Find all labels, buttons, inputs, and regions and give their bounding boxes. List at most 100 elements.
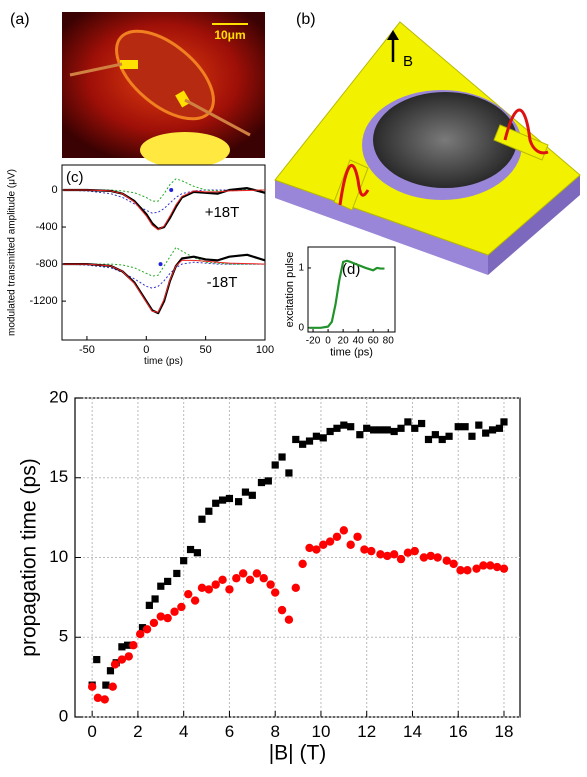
y-tick-label: 5 — [59, 627, 68, 646]
marker — [93, 656, 100, 663]
page: 10μm (a) B (b) -500501000-400-800-1200ti… — [0, 0, 587, 777]
marker — [500, 564, 508, 572]
marker — [433, 553, 441, 561]
marker — [205, 585, 213, 593]
figure: 10μm (a) B (b) -500501000-400-800-1200ti… — [0, 0, 587, 777]
marker — [177, 603, 185, 611]
marker — [340, 422, 347, 429]
x-axis-label: time (ps) — [330, 347, 373, 359]
y-tick-label: 0 — [51, 184, 57, 196]
plot-frame — [75, 398, 520, 717]
x-tick-label: 100 — [256, 344, 274, 356]
marker — [101, 695, 109, 703]
marker — [404, 418, 411, 425]
marker — [146, 602, 153, 609]
micrograph: 10μm — [62, 12, 265, 168]
marker — [298, 560, 306, 568]
y-tick-label: 0 — [298, 322, 304, 333]
marker — [278, 453, 285, 460]
marker — [299, 441, 306, 448]
marker — [418, 420, 425, 427]
marker — [312, 545, 320, 553]
y-tick-label: 20 — [49, 387, 68, 406]
x-tick-label: 20 — [338, 336, 350, 347]
marker — [102, 682, 109, 689]
marker — [482, 429, 489, 436]
marker — [411, 425, 418, 432]
x-tick-label: 40 — [353, 336, 365, 347]
y-axis-label: propagation time (ps) — [18, 458, 41, 656]
marker — [363, 425, 370, 432]
marker — [356, 431, 363, 438]
y-tick-label: 1 — [298, 263, 304, 274]
marker — [225, 585, 233, 593]
x-tick-label: 60 — [368, 336, 380, 347]
marker — [346, 541, 354, 549]
plot-frame — [308, 247, 395, 332]
marker — [232, 574, 240, 582]
panel-label: (b) — [296, 11, 316, 28]
marker — [265, 477, 272, 484]
x-tick-label: 0 — [325, 336, 331, 347]
marker — [411, 547, 419, 555]
marker — [285, 616, 293, 624]
device-sketch: B — [275, 22, 580, 275]
marker — [278, 606, 286, 614]
marker — [340, 526, 348, 534]
marker — [425, 436, 432, 443]
marker — [107, 667, 114, 674]
marker — [246, 576, 254, 584]
x-tick-label: 18 — [495, 722, 514, 741]
marker — [249, 492, 256, 499]
marker — [191, 596, 199, 604]
marker — [111, 660, 119, 668]
marker — [143, 625, 151, 633]
x-tick-label: 14 — [403, 722, 422, 741]
marker — [333, 425, 340, 432]
marker — [326, 537, 334, 545]
marker — [500, 418, 507, 425]
panel-label: (a) — [10, 11, 30, 28]
marker — [432, 431, 439, 438]
marker — [218, 576, 226, 584]
marker — [170, 608, 178, 616]
panel-label: (c) — [66, 169, 84, 186]
marker — [391, 428, 398, 435]
marker — [475, 422, 482, 429]
x-tick-label: 8 — [270, 722, 279, 741]
marker — [235, 498, 242, 505]
marker — [445, 433, 452, 440]
x-axis-label: |B| (T) — [269, 741, 327, 764]
x-tick-label: 16 — [449, 722, 468, 741]
marker — [292, 584, 300, 592]
y-tick-label: -1200 — [29, 295, 57, 307]
marker — [468, 433, 475, 440]
marker — [496, 425, 503, 432]
marker — [353, 533, 361, 541]
marker — [136, 630, 144, 638]
marker — [219, 496, 226, 503]
x-tick-label: 0 — [87, 722, 96, 741]
marker — [150, 619, 158, 627]
y-tick-label: 10 — [49, 547, 68, 566]
annotation: -18T — [207, 274, 238, 291]
marker — [163, 614, 171, 622]
marker — [461, 423, 468, 430]
marker — [129, 641, 137, 649]
marker — [463, 566, 471, 574]
marker — [173, 570, 180, 577]
marker — [239, 569, 247, 577]
annotation: +18T — [205, 204, 240, 221]
x-tick-label: 0 — [143, 344, 149, 356]
marker — [292, 436, 299, 443]
marker — [169, 188, 173, 192]
marker — [194, 549, 201, 556]
marker — [260, 574, 268, 582]
x-tick-label: 6 — [225, 722, 234, 741]
marker — [157, 583, 164, 590]
marker — [285, 469, 292, 476]
marker — [367, 547, 375, 555]
field-label: B — [403, 53, 413, 70]
marker — [347, 423, 354, 430]
marker — [370, 426, 377, 433]
